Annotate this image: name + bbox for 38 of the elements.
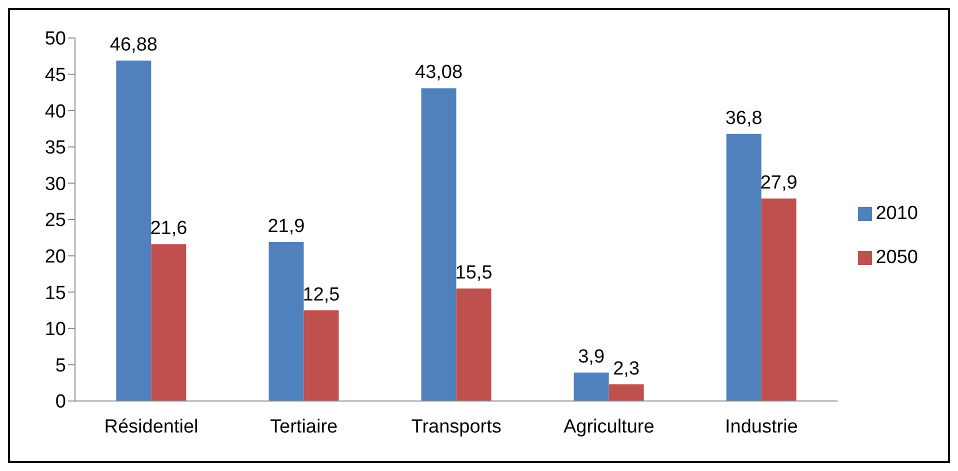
y-tick-label: 25 (44, 210, 66, 232)
y-tick-label: 15 (44, 282, 66, 304)
bar (268, 242, 304, 401)
data-label: 43,08 (415, 62, 463, 84)
bar (304, 310, 339, 401)
x-tick-label: Transports (411, 416, 502, 438)
y-tick-label: 30 (44, 174, 66, 195)
bar (456, 288, 492, 401)
y-tick-label: 20 (44, 246, 66, 268)
x-tick-label: Résidentiel (104, 416, 198, 438)
data-label: 36,8 (725, 108, 762, 129)
data-label: 27,9 (760, 172, 798, 194)
bar (608, 384, 644, 401)
bar (761, 198, 796, 401)
legend-label: 2010 (876, 202, 918, 224)
data-label: 3,9 (578, 346, 605, 368)
y-tick-label: 0 (55, 392, 66, 413)
y-tick-label: 45 (44, 65, 66, 86)
x-tick-label: Agriculture (563, 416, 654, 438)
data-label: 46,88 (110, 34, 158, 56)
data-label: 21,6 (150, 218, 188, 240)
x-tick-label: Tertiaire (270, 416, 338, 438)
y-tick-label: 50 (44, 28, 66, 50)
bar (574, 372, 609, 401)
bar (151, 244, 186, 401)
data-label: 15,5 (455, 262, 492, 284)
y-tick-label: 35 (44, 138, 66, 159)
data-label: 21,9 (268, 216, 305, 238)
y-tick-label: 10 (44, 319, 66, 340)
x-tick-label: Industrie (725, 416, 798, 438)
data-label: 12,5 (302, 284, 340, 306)
y-tick-label: 5 (55, 355, 66, 376)
bar (421, 88, 456, 401)
data-label: 2,3 (613, 358, 640, 380)
bar (116, 60, 152, 401)
y-tick-label: 40 (44, 101, 66, 122)
bar (726, 134, 762, 401)
legend-label: 2050 (876, 246, 918, 268)
